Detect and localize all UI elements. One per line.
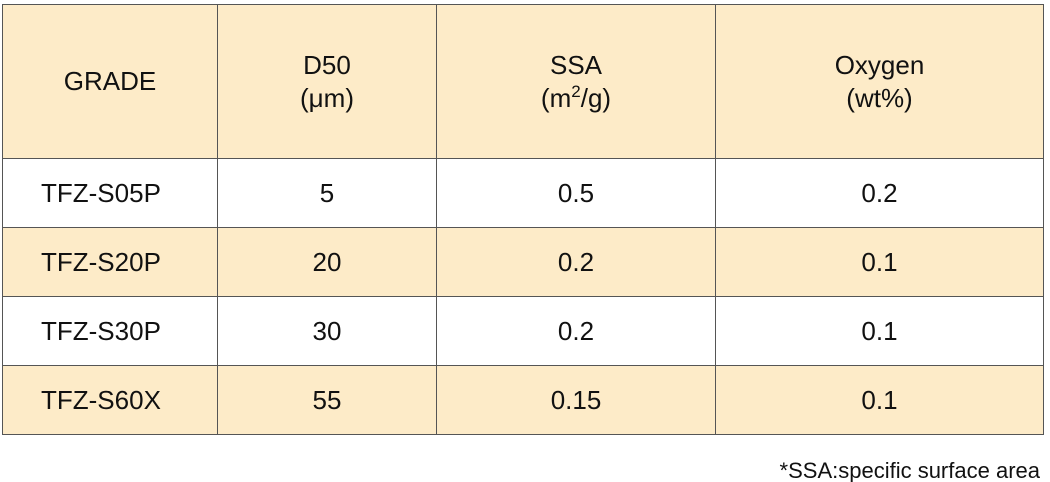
header-unit: (μm) bbox=[300, 82, 354, 113]
value-cell: 0.1 bbox=[715, 227, 1044, 297]
value-cell: 0.2 bbox=[436, 227, 716, 297]
table-row: TFZ-S30P 30 0.2 0.1 bbox=[2, 296, 1044, 366]
table-row: TFZ-S60X 55 0.15 0.1 bbox=[2, 365, 1044, 435]
grade-cell: TFZ-S20P bbox=[2, 227, 218, 297]
grade-cell: TFZ-S30P bbox=[2, 296, 218, 366]
header-row: GRADE D50 (μm) SSA (m2/g) Oxygen (wt%) bbox=[2, 4, 1044, 159]
grade-cell: TFZ-S05P bbox=[2, 158, 218, 228]
header-unit: (m bbox=[540, 82, 572, 113]
header-cell: GRADE bbox=[2, 4, 218, 159]
header-cell: SSA (m2/g) bbox=[436, 4, 716, 159]
header-text: D50 bbox=[303, 49, 351, 80]
grade-cell: TFZ-S60X bbox=[2, 365, 218, 435]
table-row: TFZ-S20P 20 0.2 0.1 bbox=[2, 227, 1044, 297]
value-cell: 5 bbox=[217, 158, 437, 228]
value-cell: 0.15 bbox=[436, 365, 716, 435]
header-text: Oxygen bbox=[834, 49, 925, 80]
value-cell: 0.1 bbox=[715, 365, 1044, 435]
header-cell: D50 (μm) bbox=[217, 4, 437, 159]
value-cell: 30 bbox=[217, 296, 437, 366]
value-cell: 0.2 bbox=[715, 158, 1044, 228]
table-row: TFZ-S05P 5 0.5 0.2 bbox=[2, 158, 1044, 228]
header-unit: (wt%) bbox=[846, 82, 913, 113]
header-text: SSA bbox=[549, 49, 603, 80]
value-cell: 0.5 bbox=[436, 158, 716, 228]
superscript: 2 bbox=[571, 81, 581, 101]
data-table: GRADE D50 (μm) SSA (m2/g) Oxygen (wt%) TFZ-… bbox=[2, 4, 1044, 435]
header-unit: /g) bbox=[580, 82, 612, 113]
value-cell: 0.1 bbox=[715, 296, 1044, 366]
header-text: GRADE bbox=[63, 66, 157, 96]
footnote: *SSA:specific surface area bbox=[779, 458, 1040, 482]
header-cell: Oxygen (wt%) bbox=[715, 4, 1044, 159]
value-cell: 55 bbox=[217, 365, 437, 435]
value-cell: 0.2 bbox=[436, 296, 716, 366]
value-cell: 20 bbox=[217, 227, 437, 297]
